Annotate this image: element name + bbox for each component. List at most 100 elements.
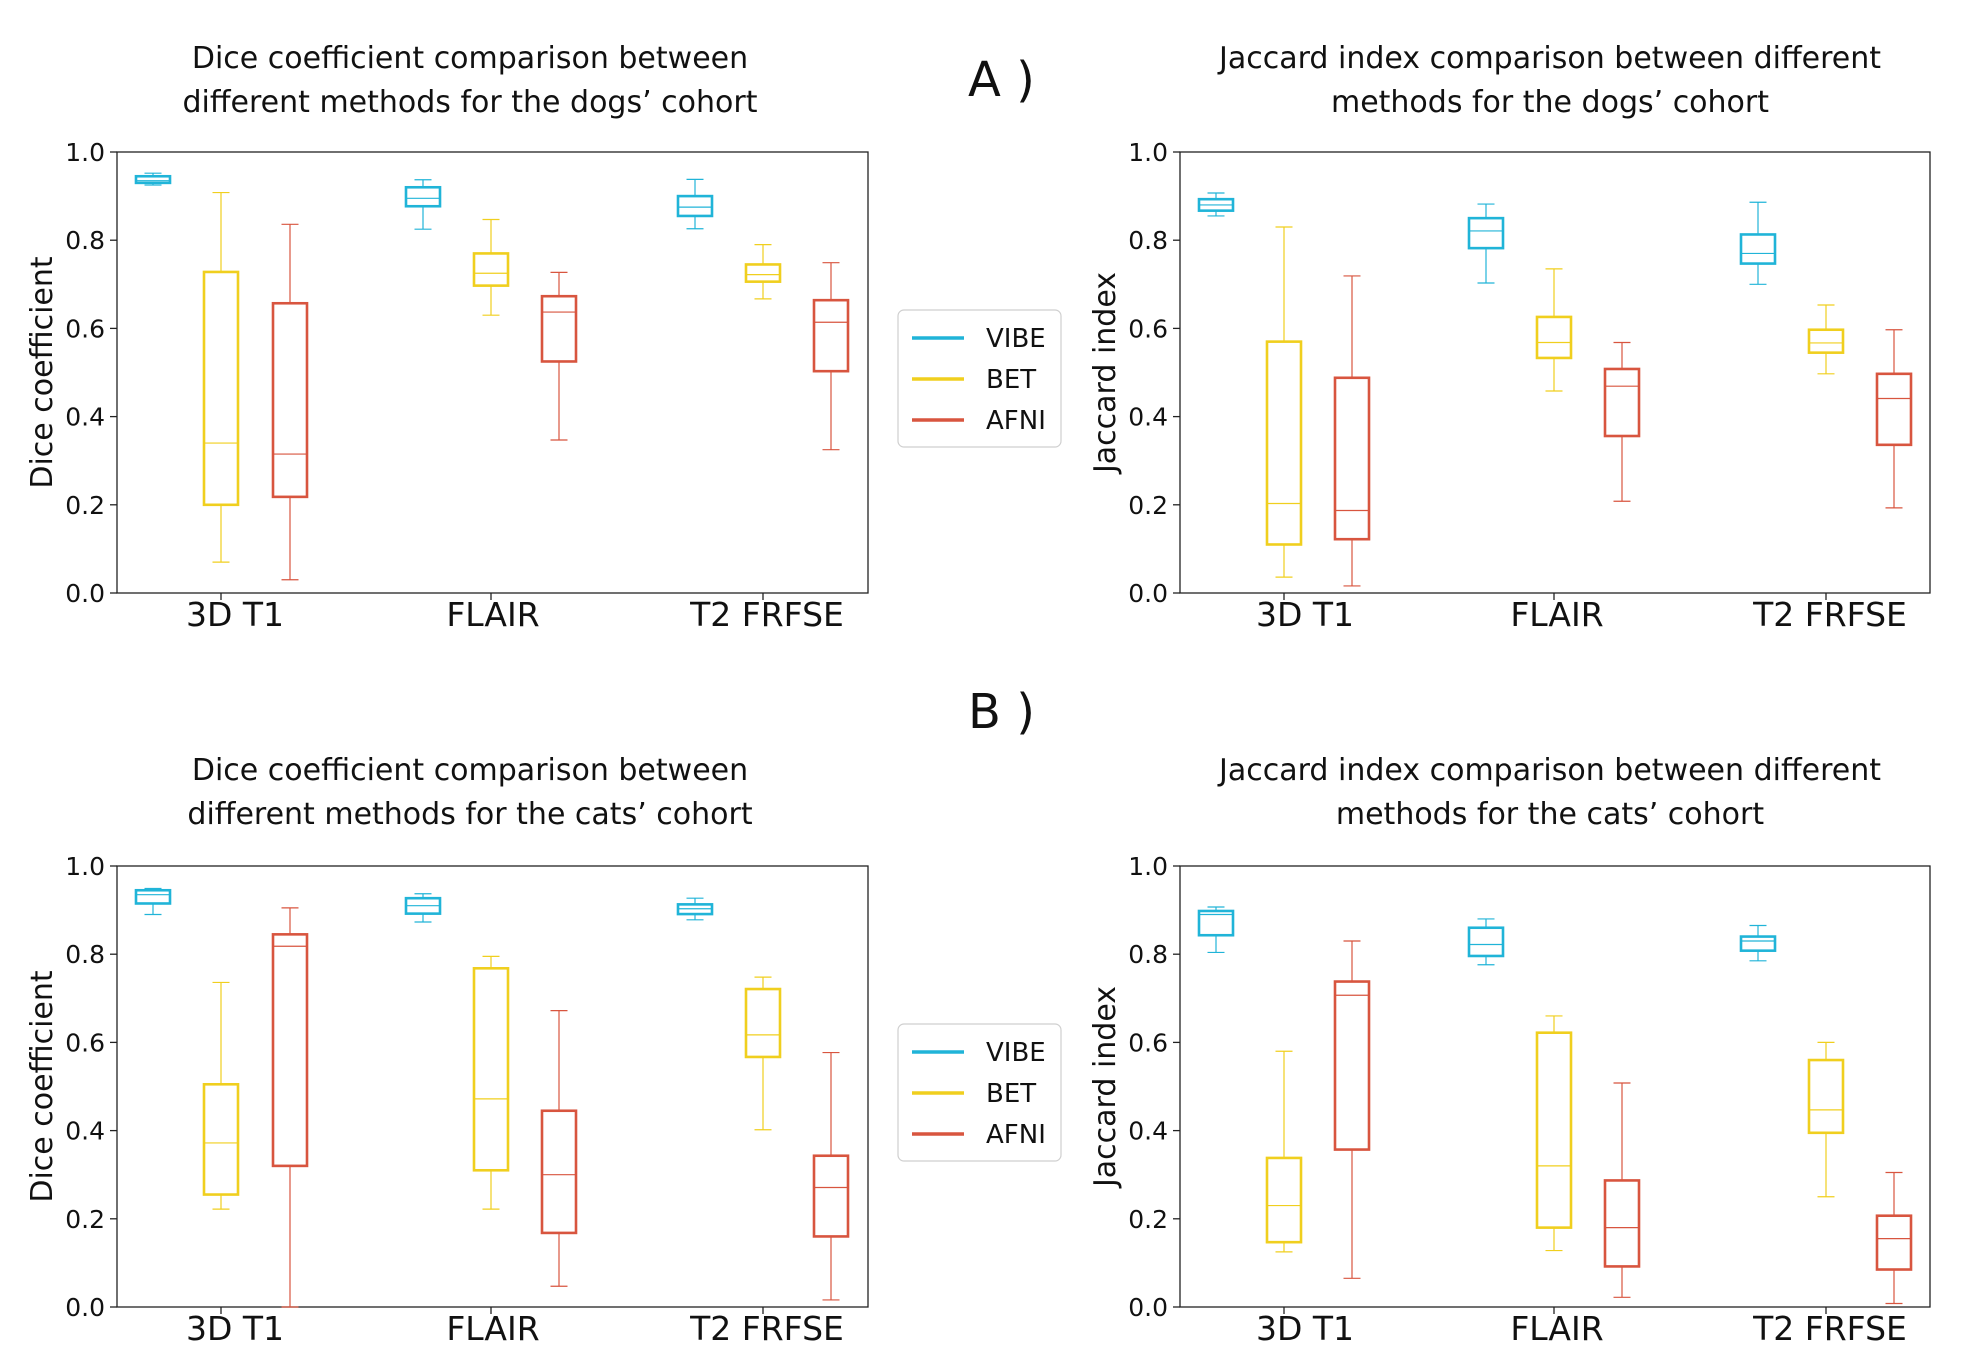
box-vibe-flair <box>1467 203 1505 284</box>
y-axis-label: Dice coefficient <box>25 256 60 489</box>
y-tick-label: 0.4 <box>1128 1117 1168 1146</box>
box-iqr <box>1467 926 1505 958</box>
box-iqr <box>1739 935 1777 952</box>
chart-title-line: Jaccard index comparison between differe… <box>1217 41 1881 76</box>
box-iqr <box>1739 233 1777 265</box>
x-category-label: 3D T1 <box>186 1309 284 1348</box>
box-afni-flair <box>1603 341 1641 502</box>
x-category-label: T2 FRFSE <box>1752 595 1907 634</box>
y-tick-label: 0.6 <box>1128 314 1168 343</box>
box-vibe-3d-t1 <box>134 887 172 916</box>
legend-label-bet: BET <box>986 1079 1036 1109</box>
x-category-label: 3D T1 <box>1256 595 1354 634</box>
legend-label-afni: AFNI <box>986 1120 1046 1150</box>
y-tick-label: 0.0 <box>65 579 105 608</box>
y-tick-label: 0.8 <box>65 940 105 969</box>
box-afni-3d-t1 <box>1333 275 1371 587</box>
box-iqr <box>202 270 240 507</box>
legend-label-bet: BET <box>986 365 1036 395</box>
y-tick-label: 0.2 <box>1128 1205 1168 1234</box>
box-vibe-t2-frfse <box>1739 201 1777 285</box>
y-axis-label: Jaccard index <box>1088 986 1123 1189</box>
panel-label-a: A ) <box>968 52 1035 108</box>
box-bet-3d-t1 <box>202 191 240 563</box>
y-tick-label: 1.0 <box>65 852 105 881</box>
chart-title-line: different methods for the dogs’ cohort <box>183 85 758 120</box>
box-iqr <box>540 1109 578 1235</box>
box-afni-3d-t1 <box>271 223 309 581</box>
box-vibe-3d-t1 <box>134 172 172 186</box>
box-iqr <box>1807 1058 1845 1135</box>
box-afni-t2-frfse <box>812 1051 850 1301</box>
y-axis-label: Jaccard index <box>1088 272 1123 475</box>
box-iqr <box>1467 216 1505 250</box>
box-iqr <box>1535 315 1573 360</box>
y-tick-label: 0.6 <box>65 1028 105 1057</box>
box-iqr <box>271 933 309 1168</box>
box-bet-t2-frfse <box>744 976 782 1131</box>
y-axis-label: Dice coefficient <box>25 970 60 1203</box>
box-iqr <box>1197 909 1235 937</box>
box-iqr <box>134 888 172 905</box>
x-category-label: FLAIR <box>446 595 539 634</box>
box-bet-3d-t1 <box>202 981 240 1210</box>
box-vibe-3d-t1 <box>1197 906 1235 954</box>
y-tick-label: 0.8 <box>1128 940 1168 969</box>
axes-frame <box>116 865 869 1308</box>
box-afni-t2-frfse <box>812 262 850 451</box>
x-category-label: FLAIR <box>1510 1309 1603 1348</box>
y-tick-label: 0.4 <box>1128 403 1168 432</box>
legend-frame <box>897 1023 1062 1162</box>
y-tick-label: 0.6 <box>65 314 105 343</box>
y-tick-label: 0.6 <box>1128 1028 1168 1057</box>
axes-frame <box>1179 151 1931 594</box>
y-tick-label: 0.0 <box>1128 579 1168 608</box>
chart-title-line: methods for the cats’ cohort <box>1336 797 1764 832</box>
y-tick-label: 0.4 <box>65 403 105 432</box>
box-afni-flair <box>540 271 578 441</box>
chart-4: Jaccard index comparison between differe… <box>1088 753 1931 1348</box>
box-bet-t2-frfse <box>744 244 782 300</box>
box-iqr <box>1875 372 1913 447</box>
y-tick-label: 0.2 <box>1128 491 1168 520</box>
box-vibe-3d-t1 <box>1197 192 1235 217</box>
y-tick-label: 0.8 <box>1128 226 1168 255</box>
box-iqr <box>1875 1214 1913 1271</box>
box-vibe-t2-frfse <box>676 178 714 230</box>
y-tick-label: 0.2 <box>65 491 105 520</box>
box-iqr <box>202 1082 240 1196</box>
box-afni-t2-frfse <box>1875 329 1913 509</box>
box-afni-t2-frfse <box>1875 1171 1913 1305</box>
x-category-label: FLAIR <box>1510 595 1603 634</box>
legend-2: VIBE BET AFNI <box>897 1023 1062 1162</box>
box-iqr <box>1333 376 1371 541</box>
y-tick-label: 0.2 <box>65 1205 105 1234</box>
box-bet-flair <box>1535 268 1573 392</box>
y-tick-label: 0.0 <box>65 1293 105 1322</box>
box-vibe-t2-frfse <box>676 897 714 921</box>
box-iqr <box>744 263 782 283</box>
chart-title-line: Jaccard index comparison between differe… <box>1217 753 1881 788</box>
legend-label-afni: AFNI <box>986 406 1046 436</box>
chart-title-line: Dice coefficient comparison between <box>192 753 748 788</box>
box-bet-t2-frfse <box>1807 1041 1845 1198</box>
charts: Dice coefficient comparison between diffe… <box>25 41 1931 1348</box>
legends: VIBE BET AFNI VIBE BET AFNI <box>897 309 1062 1162</box>
box-iqr <box>1807 328 1845 354</box>
box-bet-3d-t1 <box>1265 1050 1303 1253</box>
box-afni-3d-t1 <box>1333 940 1371 1279</box>
box-iqr <box>1603 367 1641 438</box>
box-vibe-flair <box>404 893 442 923</box>
axes-frame <box>1179 865 1931 1308</box>
legend-1: VIBE BET AFNI <box>897 309 1062 448</box>
x-category-label: 3D T1 <box>1256 1309 1354 1348</box>
x-category-label: T2 FRFSE <box>689 1309 844 1348</box>
box-iqr <box>812 298 850 373</box>
box-iqr <box>744 987 782 1059</box>
box-bet-flair <box>1535 1015 1573 1252</box>
box-iqr <box>404 185 442 208</box>
box-afni-flair <box>540 1010 578 1287</box>
y-tick-label: 0.4 <box>65 1117 105 1146</box>
box-iqr <box>676 194 714 218</box>
